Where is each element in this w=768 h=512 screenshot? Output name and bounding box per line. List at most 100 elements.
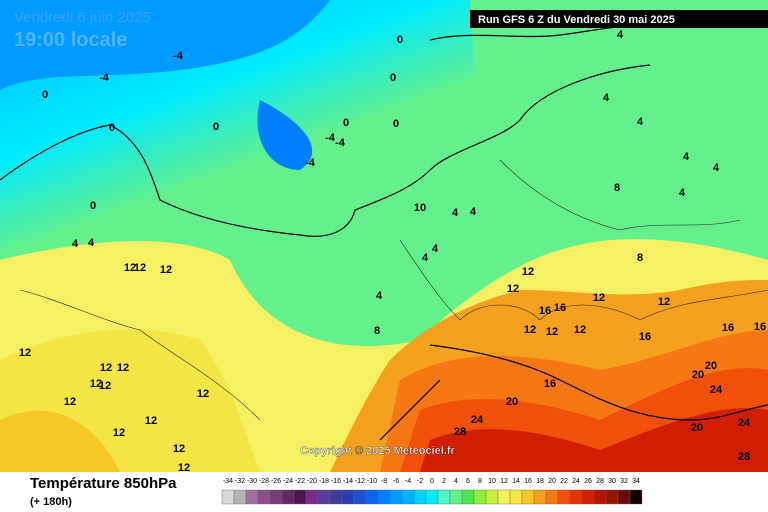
scale-label: 32 xyxy=(620,478,628,485)
scale-label: -2 xyxy=(417,478,423,485)
scale-swatch xyxy=(497,489,511,505)
contour-label: 20 xyxy=(692,369,704,381)
valid-date: Vendredi 6 juin 2025 xyxy=(14,9,151,26)
scale-swatch xyxy=(389,489,403,505)
scale-swatch xyxy=(281,489,295,505)
contour-label: 0 xyxy=(397,34,403,46)
borders xyxy=(399,239,768,321)
borders xyxy=(499,159,741,231)
scale-swatch xyxy=(257,489,271,505)
borders xyxy=(19,289,261,421)
contour-label: -4 xyxy=(99,72,110,84)
contour-label: 10 xyxy=(414,202,426,214)
scale-label: -4 xyxy=(405,478,411,485)
contour-label: 12 xyxy=(145,415,157,427)
scale-swatch xyxy=(353,489,367,505)
contour-label: 12 xyxy=(197,388,209,400)
contour-label: 12 xyxy=(658,296,670,308)
scale-label: -28 xyxy=(259,478,269,485)
scale-swatch xyxy=(545,489,559,505)
contour-label: 4 xyxy=(683,151,690,163)
lead-time: (+ 180h) xyxy=(30,496,72,508)
contour-label: 0 xyxy=(390,72,396,84)
contour-label: 24 xyxy=(471,414,484,426)
scale-swatch xyxy=(629,489,643,505)
scale-swatch xyxy=(509,489,523,505)
contour-label: 4 xyxy=(452,207,459,219)
scale-swatch xyxy=(473,489,487,505)
scale-label: -22 xyxy=(295,478,305,485)
scale-label: -6 xyxy=(393,478,399,485)
scale-label: 2 xyxy=(442,478,446,485)
scale-swatch xyxy=(401,489,415,505)
coastline xyxy=(379,379,441,441)
scale-label: -32 xyxy=(235,478,245,485)
contour-label: 12 xyxy=(100,362,112,374)
scale-label: 8 xyxy=(478,478,482,485)
contour-label: 4 xyxy=(72,238,79,250)
contour-label: 12 xyxy=(19,347,31,359)
contour-label: 16 xyxy=(544,378,556,390)
scale-swatch xyxy=(449,489,463,505)
contour-label: 12 xyxy=(117,362,129,374)
scale-label: -8 xyxy=(381,478,387,485)
contour-label: 16 xyxy=(639,331,651,343)
contour-label: 12 xyxy=(178,462,190,474)
contour-label: 20 xyxy=(506,396,518,408)
contour-label: 16 xyxy=(554,302,566,314)
scale-swatch xyxy=(593,489,607,505)
contour-label: 20 xyxy=(691,422,703,434)
contour-label: 4 xyxy=(637,116,644,128)
scale-swatch xyxy=(461,489,475,505)
contour-label: 4 xyxy=(432,243,439,255)
scale-label: -12 xyxy=(355,478,365,485)
contour-label: 8 xyxy=(614,182,620,194)
run-banner xyxy=(470,10,768,28)
scale-label: 24 xyxy=(572,478,580,485)
contour-label: 12 xyxy=(64,396,76,408)
contour-label: 16 xyxy=(539,305,551,317)
contour-label: 12 xyxy=(546,326,558,338)
scale-swatch xyxy=(269,489,283,505)
scale-swatch xyxy=(437,489,451,505)
contour-label: 4 xyxy=(713,162,720,174)
color-scale: -34 -32 -30 -28 -26 -24 -22 -20 -18 -16 -14 -12 -10-… xyxy=(221,478,643,505)
contour-label: 0 xyxy=(343,117,349,129)
contour-label: -4 xyxy=(305,157,316,169)
scale-swatch xyxy=(617,489,631,505)
scale-label: 10 xyxy=(488,478,496,485)
cold-core xyxy=(257,100,313,170)
contour-label: 4 xyxy=(376,290,383,302)
scale-label: 18 xyxy=(536,478,544,485)
scale-swatch xyxy=(605,489,619,505)
scale-label: -18 xyxy=(319,478,329,485)
contour-label: -4 xyxy=(325,132,336,144)
contour-label: 4 xyxy=(603,92,610,104)
contour-label: 12 xyxy=(99,380,111,392)
contour-label: 12 xyxy=(524,324,536,336)
green-zone xyxy=(470,0,768,260)
scale-swatch xyxy=(413,489,427,505)
scale-swatch xyxy=(305,489,319,505)
scale-swatch xyxy=(569,489,583,505)
scale-label: 34 xyxy=(632,478,640,485)
contour-label: -4 xyxy=(335,137,346,149)
contour-label: 4 xyxy=(88,237,95,249)
scale-swatch xyxy=(221,489,235,505)
scale-label: -16 xyxy=(331,478,341,485)
scale-swatch xyxy=(329,489,343,505)
contour-label: 28 xyxy=(738,451,750,463)
scale-label: 12 xyxy=(500,478,508,485)
contour-label: 12 xyxy=(522,266,534,278)
scale-swatch xyxy=(533,489,547,505)
contour-label: 8 xyxy=(637,252,643,264)
scale-label: 26 xyxy=(584,478,592,485)
contour-label: 0 xyxy=(90,200,96,212)
scale-label: 30 xyxy=(608,478,616,485)
scale-swatch xyxy=(425,489,439,505)
scale-label: 14 xyxy=(512,478,520,485)
scale-swatch xyxy=(317,489,331,505)
contour-label: 0 xyxy=(42,89,48,101)
contour-label: 12 xyxy=(90,378,102,390)
contour-label: -4 xyxy=(173,50,184,62)
